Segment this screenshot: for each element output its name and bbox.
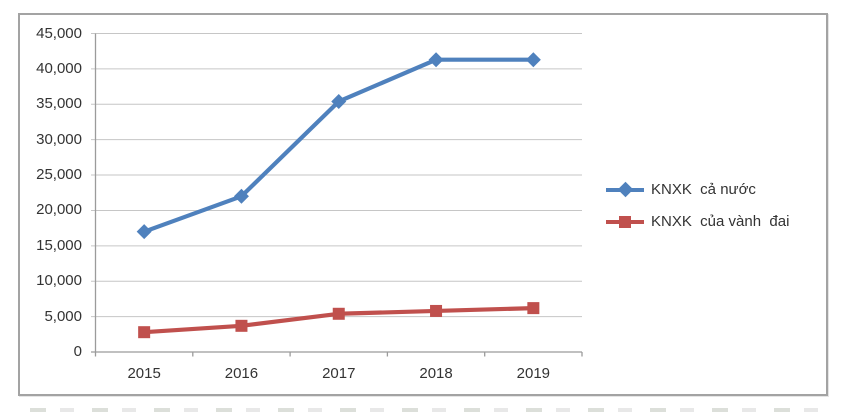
y-tick-label: 5,000: [44, 307, 82, 325]
square-marker-icon: [619, 215, 631, 228]
legend-line-square-icon: [606, 215, 644, 228]
legend-item-knxk-ca-nuoc[interactable]: KNXK cả nước: [606, 179, 789, 200]
x-category-label: 2016: [224, 365, 259, 382]
x-category-label: 2018: [419, 365, 453, 382]
y-tick-label: 25,000: [36, 166, 82, 184]
data-point-diamond: [428, 52, 444, 68]
y-tick-label: 10,000: [36, 272, 82, 290]
x-category-label: 2019: [516, 365, 551, 382]
data-point-square: [527, 302, 540, 315]
x-category-label: 2015: [127, 365, 161, 382]
y-tick-label: 40,000: [36, 59, 82, 77]
diamond-marker-icon: [617, 181, 634, 198]
data-point-diamond: [331, 93, 347, 109]
series-line-0: [143, 57, 534, 234]
data-point-diamond: [525, 52, 541, 68]
legend: KNXK cả nước KNXK của vành đai: [606, 179, 789, 243]
data-point-diamond: [136, 224, 152, 240]
cropped-caption-artifact: [30, 408, 836, 412]
x-category-label: 2017: [322, 365, 356, 382]
data-point-square: [332, 307, 345, 320]
legend-line-diamond-icon: [606, 181, 644, 198]
legend-label: KNXK của vành đai: [651, 213, 790, 230]
data-point-diamond: [233, 188, 249, 204]
data-point-square: [430, 304, 443, 317]
y-tick-label: 15,000: [36, 236, 82, 254]
y-tick-label: 30,000: [36, 130, 82, 148]
y-tick-label: 0: [73, 343, 82, 360]
data-point-square: [138, 326, 151, 339]
legend-label: KNXK cả nước: [651, 181, 756, 198]
data-point-square: [235, 319, 248, 332]
y-tick-label: 45,000: [36, 24, 82, 42]
y-tick-label: 35,000: [36, 95, 82, 113]
y-tick-label: 20,000: [36, 201, 82, 219]
legend-item-knxk-cua-vanh-dai[interactable]: KNXK của vành đai: [606, 211, 789, 232]
